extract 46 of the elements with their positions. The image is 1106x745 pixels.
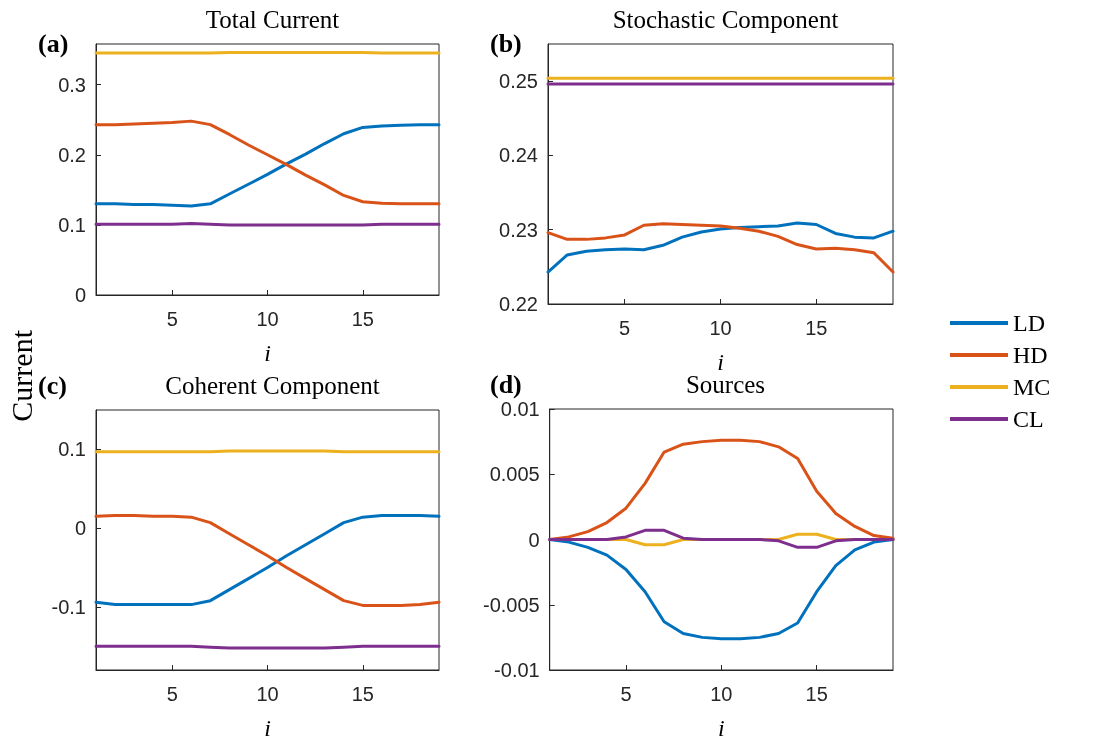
y-tick-label: 0.24 [499, 144, 538, 167]
x-tick-label: 5 [620, 683, 632, 705]
y-axis-title: Current [4, 329, 38, 422]
y-tick-label: 0.22 [499, 293, 538, 315]
x-tick-label: 15 [805, 683, 828, 705]
legend-label: HD [1013, 342, 1048, 368]
y-tick-label: 0 [74, 517, 86, 540]
x-axis-title: i [264, 340, 271, 366]
y-tick-label: 0.005 [489, 463, 540, 486]
y-tick-label: 0.3 [58, 73, 86, 96]
y-tick-label: 0.25 [499, 70, 538, 93]
x-tick-label: 15 [805, 317, 828, 339]
y-tick-label: 0 [74, 284, 86, 306]
y-tick-label: 0.1 [58, 213, 86, 236]
line-series [94, 514, 441, 607]
y-tick-label: 0.23 [499, 218, 538, 241]
legend-label: MC [1013, 374, 1051, 400]
chart-title: Coherent Component [165, 372, 380, 399]
text: (c) [38, 370, 67, 400]
y-tick-label: -0.005 [482, 593, 540, 616]
text: (d) [490, 369, 522, 399]
legend-label: CL [1013, 406, 1044, 432]
y-tick-label: -0.01 [494, 659, 540, 681]
y-tick-label: -0.1 [51, 595, 86, 618]
line-series [548, 438, 895, 541]
y-tick-label: 0.2 [58, 143, 86, 166]
text: (a) [38, 28, 69, 58]
chart-title: Total Current [205, 6, 340, 33]
x-axis-title: i [264, 715, 271, 741]
line-series [548, 528, 895, 549]
text: (b) [490, 28, 522, 58]
x-tick-label: 10 [256, 308, 279, 330]
y-tick-label: 0.1 [58, 438, 86, 461]
x-tick-label: 10 [256, 683, 279, 705]
x-tick-label: 15 [351, 683, 374, 705]
y-tick-label: 0.01 [500, 398, 540, 420]
x-tick-label: 10 [710, 683, 733, 705]
x-tick-label: 5 [166, 683, 178, 705]
x-tick-label: 15 [351, 308, 374, 330]
x-tick-label: 10 [709, 317, 732, 339]
x-tick-label: 5 [619, 317, 631, 339]
x-axis-title: i [718, 715, 725, 741]
y-tick-label: 0 [528, 528, 540, 551]
x-tick-label: 5 [166, 308, 178, 330]
chart-title: Stochastic Component [612, 6, 839, 33]
legend-label: LD [1013, 310, 1045, 336]
